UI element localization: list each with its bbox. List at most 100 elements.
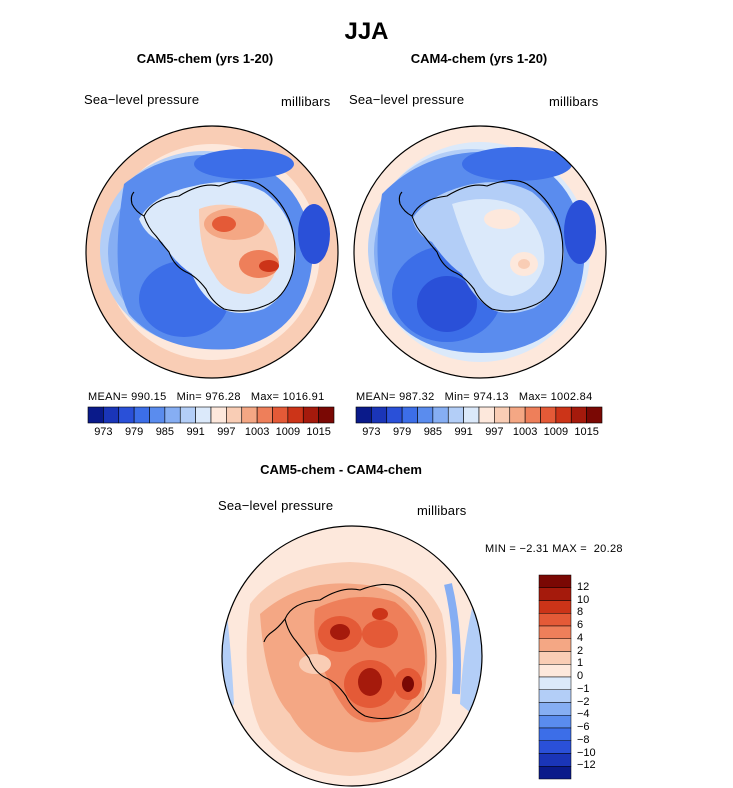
panel2-units-label: millibars [549,94,599,109]
panel2-mean-value: 987.32 [399,391,435,403]
colorbar-swatch [447,406,464,424]
panel2-variable-label: Sea−level pressure [349,92,465,107]
panel3-field-pos-5 [362,620,398,648]
colorbar-swatch [538,651,572,665]
panel3-min-value: −2.31 [519,543,549,555]
colorbar-tick-label: 1 [577,657,584,670]
panel1-max-value: 1016.91 [282,391,325,403]
panel1-map-border [85,125,339,379]
colorbar-tick-label: 973 [362,426,381,438]
colorbar-swatch [226,406,243,424]
colorbar-swatch [538,664,572,678]
panel3-field-pos-9 [358,668,382,696]
panel1-field-high-4 [212,216,236,232]
colorbar-swatch [302,406,319,424]
colorbar-swatch [355,406,372,424]
panel1-variable-label: Sea−level pressure [84,92,200,107]
panel3-field-pos-12 [299,654,331,674]
colorbar-tick-label: 979 [392,426,412,438]
colorbar-swatch [538,753,572,767]
colorbar-swatch [538,638,572,652]
panel3-field-neg-east-core [444,583,461,695]
panel2-stats: MEAN= 987.32 Min= 974.13 Max= 1002.84 [356,391,593,403]
colorbar-swatch [586,406,603,424]
panel2-coastline [411,179,564,312]
colorbar-tick-label: 1009 [543,426,569,438]
colorbar-swatch [133,406,150,424]
colorbar-tick-label: 1009 [275,426,301,438]
colorbar-swatch [149,406,166,424]
panel2-min-value: 974.13 [473,391,509,403]
colorbar-swatch [179,406,196,424]
panel3-map-border [221,525,483,787]
colorbar-swatch [478,406,495,424]
panel2-peninsula [398,191,413,217]
colorbar-swatch [210,406,227,424]
colorbar-tick-label: 997 [217,426,236,438]
colorbar-swatch [538,715,572,729]
colorbar-swatch [538,574,572,588]
colorbar-tick-label: −1 [577,682,590,695]
colorbar-swatch [538,766,572,780]
colorbar-swatch [272,406,289,424]
colorbar-tick-label: 12 [577,580,590,593]
panel1-mean-label: MEAN= [88,391,128,403]
colorbar-tick-label: −12 [577,759,596,772]
colorbar-swatch [538,702,572,716]
panel1-coastline [143,179,296,312]
panel2-max-value: 1002.84 [550,391,593,403]
panel2-map [353,125,607,379]
colorbar-tick-label: 2 [577,644,584,657]
panel1-stats: MEAN= 990.15 Min= 976.28 Max= 1016.91 [88,391,325,403]
panel2-colorbar [355,406,603,424]
colorbar-tick-label: 973 [94,426,113,438]
colorbar-swatch [538,676,572,690]
panel3-field-pos-10 [402,676,414,692]
panel3-peninsula [263,618,286,643]
panel1-map [85,125,339,379]
panel2-mean-label: MEAN= [356,391,396,403]
colorbar-tick-label: 1003 [512,426,538,438]
colorbar-tick-label: 991 [454,426,473,438]
panel3-field-pos-8 [330,624,350,640]
colorbar-swatch [195,406,212,424]
colorbar-tick-label: 985 [423,426,443,438]
colorbar-tick-label: 10 [577,593,590,606]
panel2-title: CAM4-chem (yrs 1-20) [410,51,548,66]
panel3-max-label: MAX = [552,543,588,555]
panel2-map-border [353,125,607,379]
panel2-field-high-2 [484,209,520,229]
figure-title: JJA [344,18,389,45]
colorbar-swatch [570,406,587,424]
colorbar-tick-label: 4 [577,631,584,644]
colorbar-swatch [417,406,434,424]
colorbar-tick-label: 997 [485,426,504,438]
colorbar-swatch [164,406,181,424]
panel1-title: CAM5-chem (yrs 1-20) [136,51,274,66]
colorbar-tick-label: 979 [124,426,144,438]
panel2-field-high-4 [518,259,530,269]
panel1-peninsula [130,191,145,217]
panel1-colorbar [87,406,335,424]
colorbar-swatch [87,406,104,424]
colorbar-tick-label: −6 [577,721,590,733]
colorbar-swatch [103,406,120,424]
panel3-units-label: millibars [417,503,467,518]
colorbar-swatch [318,406,335,424]
colorbar-tick-label: 0 [577,670,584,682]
colorbar-swatch [524,406,541,424]
panel2-field-low-3 [462,147,572,181]
colorbar-tick-label: 6 [577,619,584,631]
colorbar-swatch [241,406,258,424]
colorbar-swatch [538,625,572,639]
panel3-variable-label: Sea−level pressure [218,498,334,513]
colorbar-swatch [555,406,572,424]
colorbar-swatch [287,406,304,424]
colorbar-tick-label: 1015 [306,426,331,438]
colorbar-tick-label: 991 [186,426,205,438]
colorbar-swatch [432,406,449,424]
colorbar-swatch [540,406,557,424]
panel3-map [221,525,483,787]
colorbar-swatch [538,727,572,741]
panel2-field-low-2 [417,276,477,332]
